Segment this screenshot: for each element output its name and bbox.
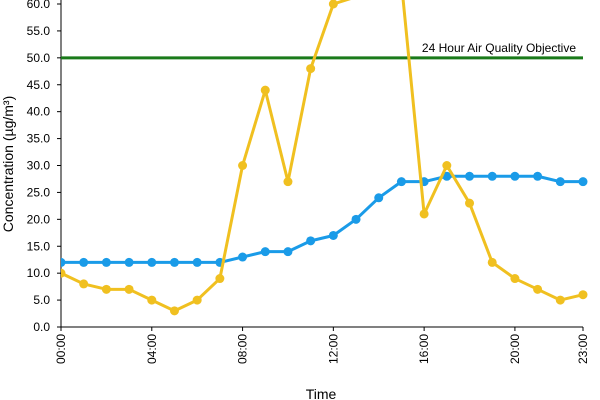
data-point bbox=[260, 247, 270, 257]
data-point bbox=[533, 284, 543, 294]
data-point bbox=[419, 209, 429, 219]
data-point bbox=[442, 171, 452, 181]
y-axis-tick-marks bbox=[57, 3, 61, 328]
y-axis-tick-labels: 0.0 5.0 10.0 15.0 20.0 25.0 30.0 35.0 40.0 45.0 50… bbox=[27, 0, 51, 334]
data-point bbox=[283, 247, 293, 257]
x-tick-label: 04:00 bbox=[145, 334, 159, 364]
data-point bbox=[124, 257, 134, 267]
data-point bbox=[147, 257, 157, 267]
series-line bbox=[61, 0, 584, 313]
data-point bbox=[79, 257, 89, 267]
y-tick-label: 55.0 bbox=[27, 24, 51, 38]
y-tick-label: 45.0 bbox=[27, 78, 51, 92]
data-point bbox=[238, 252, 248, 262]
data-point bbox=[396, 177, 406, 187]
x-axis-tick-labels: 00:00 04:00 08:00 12:00 16:00 20:00 23:00 bbox=[54, 334, 590, 364]
data-point bbox=[328, 0, 338, 9]
data-point bbox=[260, 85, 270, 95]
data-point bbox=[169, 257, 179, 267]
data-point bbox=[487, 171, 497, 181]
y-axis-title: Concentration (µg/m³) bbox=[0, 96, 16, 232]
data-point bbox=[192, 257, 202, 267]
data-point bbox=[283, 177, 293, 187]
y-tick-label: 0.0 bbox=[33, 320, 50, 334]
x-tick-label: 12:00 bbox=[326, 334, 340, 364]
data-point bbox=[510, 171, 520, 181]
data-point bbox=[533, 171, 543, 181]
data-point bbox=[306, 236, 316, 246]
x-tick-label: 16:00 bbox=[417, 334, 431, 364]
data-point bbox=[555, 295, 565, 305]
series-layer bbox=[61, 0, 588, 316]
y-tick-label: 30.0 bbox=[27, 159, 51, 173]
y-tick-label: 25.0 bbox=[27, 185, 51, 199]
data-point bbox=[351, 214, 361, 224]
y-tick-label: 35.0 bbox=[27, 132, 51, 146]
objective-line-group: 24 Hour Air Quality Objective bbox=[61, 41, 583, 60]
data-point bbox=[487, 257, 497, 267]
data-point bbox=[465, 171, 475, 181]
x-axis-tick-marks bbox=[60, 327, 584, 331]
x-axis-title: Time bbox=[306, 386, 337, 400]
data-point bbox=[192, 295, 202, 305]
y-tick-label: 15.0 bbox=[27, 239, 51, 253]
data-point bbox=[238, 161, 248, 170]
data-point bbox=[79, 279, 89, 289]
data-point bbox=[124, 284, 134, 294]
data-point bbox=[510, 274, 520, 284]
data-point bbox=[61, 268, 66, 278]
x-tick-label: 08:00 bbox=[236, 334, 250, 364]
y-tick-label: 10.0 bbox=[27, 266, 51, 280]
data-point bbox=[215, 274, 225, 284]
data-point bbox=[555, 177, 565, 187]
data-point bbox=[147, 295, 157, 305]
data-point bbox=[61, 257, 66, 267]
data-point bbox=[578, 177, 588, 187]
data-point bbox=[578, 290, 588, 300]
series-line bbox=[61, 174, 583, 264]
data-point bbox=[101, 284, 111, 294]
data-point bbox=[169, 306, 179, 316]
y-tick-label: 60.0 bbox=[27, 0, 51, 11]
data-point bbox=[306, 64, 316, 74]
data-point bbox=[374, 193, 384, 203]
data-point bbox=[442, 161, 452, 170]
x-tick-label: 23:00 bbox=[576, 334, 590, 364]
y-tick-label: 50.0 bbox=[27, 51, 51, 65]
y-tick-label: 5.0 bbox=[33, 293, 50, 307]
objective-label: 24 Hour Air Quality Objective bbox=[422, 41, 576, 55]
data-point bbox=[101, 257, 111, 267]
series-0 bbox=[61, 171, 588, 267]
y-tick-label: 40.0 bbox=[27, 105, 51, 119]
series-1 bbox=[61, 0, 588, 316]
x-tick-label: 00:00 bbox=[54, 334, 68, 364]
x-tick-label: 20:00 bbox=[508, 334, 522, 364]
data-point bbox=[328, 230, 338, 240]
y-tick-label: 20.0 bbox=[27, 212, 51, 226]
data-point bbox=[465, 198, 475, 208]
